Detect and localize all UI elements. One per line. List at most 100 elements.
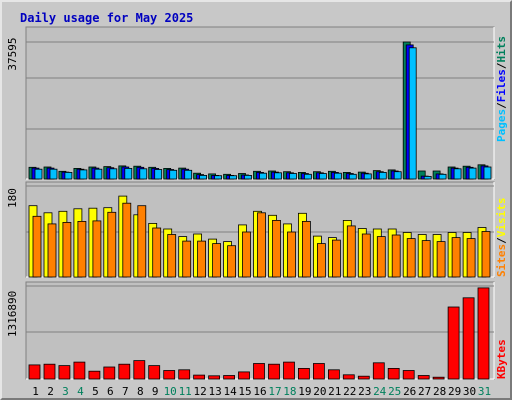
- bar-pages-day-2: [49, 168, 58, 180]
- bar-kbytes-day-12: [193, 374, 206, 380]
- bar-pages-day-12: [199, 174, 208, 180]
- bar-pages-day-23: [363, 173, 372, 180]
- bar-pages-day-21: [333, 172, 342, 180]
- bar-pages-day-14: [229, 175, 238, 180]
- bar-kbytes-day-2: [43, 363, 56, 380]
- bar-kbytes-day-10: [163, 370, 176, 380]
- legend-entry-hits: Hits: [495, 36, 508, 63]
- day-label-17: 17: [268, 385, 281, 398]
- bar-sites-day-18: [287, 231, 296, 278]
- bar-sites-day-31: [481, 231, 491, 278]
- day-label-4: 4: [77, 385, 84, 398]
- day-label-31: 31: [478, 385, 491, 398]
- bar-sites-day-22: [346, 225, 356, 278]
- bar-sites-day-7: [122, 202, 132, 278]
- bar-sites-day-4: [77, 220, 87, 278]
- bar-pages-day-11: [184, 169, 193, 180]
- bar-kbytes-day-24: [372, 362, 385, 380]
- bar-pages-day-18: [289, 173, 297, 180]
- bar-pages-day-16: [259, 172, 267, 180]
- day-label-14: 14: [223, 385, 237, 398]
- legend-kbytes: KBytes: [495, 339, 508, 379]
- bar-pages-day-26: [408, 47, 417, 180]
- day-label-15: 15: [238, 385, 251, 398]
- bar-pages-day-15: [244, 174, 252, 180]
- day-label-24: 24: [373, 385, 387, 398]
- bar-sites-day-13: [212, 243, 222, 278]
- bar-sites-day-8: [137, 205, 147, 278]
- day-label-28: 28: [433, 385, 446, 398]
- day-label-7: 7: [122, 385, 129, 398]
- bar-sites-day-11: [182, 240, 192, 278]
- bar-pages-day-20: [318, 173, 327, 180]
- bar-sites-day-21: [331, 239, 341, 278]
- day-label-2: 2: [47, 385, 54, 398]
- bar-pages-day-29: [453, 168, 462, 180]
- bar-sites-day-29: [451, 237, 461, 278]
- bar-kbytes-day-13: [208, 375, 221, 380]
- day-label-12: 12: [193, 385, 206, 398]
- bar-sites-day-30: [466, 238, 476, 278]
- bar-kbytes-day-18: [283, 361, 295, 380]
- day-label-11: 11: [179, 385, 192, 398]
- plot-area: [25, 26, 495, 180]
- day-label-21: 21: [328, 385, 341, 398]
- bar-kbytes-day-21: [327, 369, 340, 380]
- day-label-13: 13: [208, 385, 221, 398]
- bar-kbytes-day-9: [148, 365, 161, 380]
- bar-kbytes-day-30: [462, 297, 475, 380]
- day-label-9: 9: [152, 385, 159, 398]
- bar-sites-day-20: [316, 243, 326, 278]
- bar-pages-day-9: [154, 169, 163, 180]
- bar-sites-day-3: [62, 221, 72, 278]
- day-label-19: 19: [298, 385, 311, 398]
- bar-pages-day-3: [64, 171, 73, 180]
- legend-entry-pages: Pages: [495, 109, 508, 142]
- legend-entry-files: Files: [495, 69, 508, 102]
- legend-hits-files-pages: Pages/Files/Hits: [495, 36, 508, 142]
- day-label-22: 22: [343, 385, 356, 398]
- y-tick-label: 1316890: [6, 291, 19, 337]
- panel-kbytes: 1316890 KBytes: [6, 281, 508, 380]
- bar-pages-day-28: [438, 173, 447, 180]
- bar-sites-day-23: [361, 233, 371, 278]
- bar-pages-day-30: [468, 167, 477, 180]
- day-label-8: 8: [137, 385, 144, 398]
- bar-sites-day-5: [92, 220, 102, 278]
- legend-entry-kbytes: KBytes: [495, 339, 508, 379]
- panel-visits-sites: 180 Sites/Visits: [6, 181, 508, 278]
- bar-pages-day-6: [109, 168, 118, 180]
- bar-pages-day-4: [79, 169, 88, 180]
- bar-sites-day-2: [47, 223, 57, 278]
- y-tick-label: 180: [6, 188, 19, 208]
- bar-kbytes-day-27: [417, 375, 430, 380]
- bar-sites-day-27: [421, 240, 431, 278]
- bar-sites-day-12: [197, 240, 207, 278]
- bar-kbytes-day-22: [342, 374, 355, 380]
- bar-kbytes-day-4: [73, 361, 86, 380]
- legend-visits-sites: Sites/Visits: [495, 198, 508, 278]
- bar-sites-day-14: [227, 245, 237, 278]
- day-label-6: 6: [107, 385, 114, 398]
- day-label-5: 5: [92, 385, 99, 398]
- bar-sites-day-6: [107, 211, 117, 278]
- bar-pages-day-25: [393, 171, 402, 180]
- bar-sites-day-10: [167, 234, 177, 278]
- day-label-1: 1: [32, 385, 39, 398]
- day-label-18: 18: [283, 385, 296, 398]
- bar-pages-day-10: [169, 169, 178, 180]
- bar-sites-day-28: [436, 241, 446, 278]
- chart-panels: 37595Pages/Files/Hits180Sites/Visits1316…: [6, 26, 508, 380]
- day-label-16: 16: [253, 385, 266, 398]
- bar-kbytes-day-1: [28, 364, 41, 380]
- legend-entry-slash2: /: [495, 62, 508, 69]
- bar-kbytes-day-20: [312, 363, 325, 380]
- bar-pages-day-13: [214, 175, 223, 180]
- bar-sites-day-9: [152, 227, 162, 278]
- bar-sites-day-19: [301, 220, 311, 278]
- day-label-27: 27: [418, 385, 431, 398]
- bar-pages-day-1: [34, 168, 43, 180]
